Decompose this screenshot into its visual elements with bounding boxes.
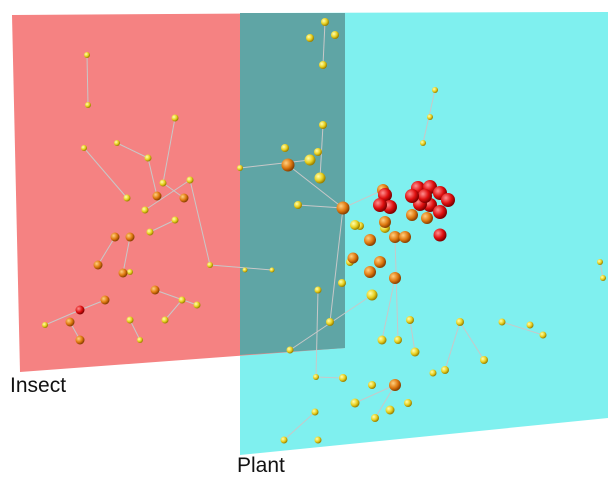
- plane-label: Insect: [10, 374, 66, 397]
- plane-label: Plant: [237, 454, 285, 477]
- network-view: Insect Plant: [0, 0, 608, 477]
- plane-overlap: [240, 13, 345, 355]
